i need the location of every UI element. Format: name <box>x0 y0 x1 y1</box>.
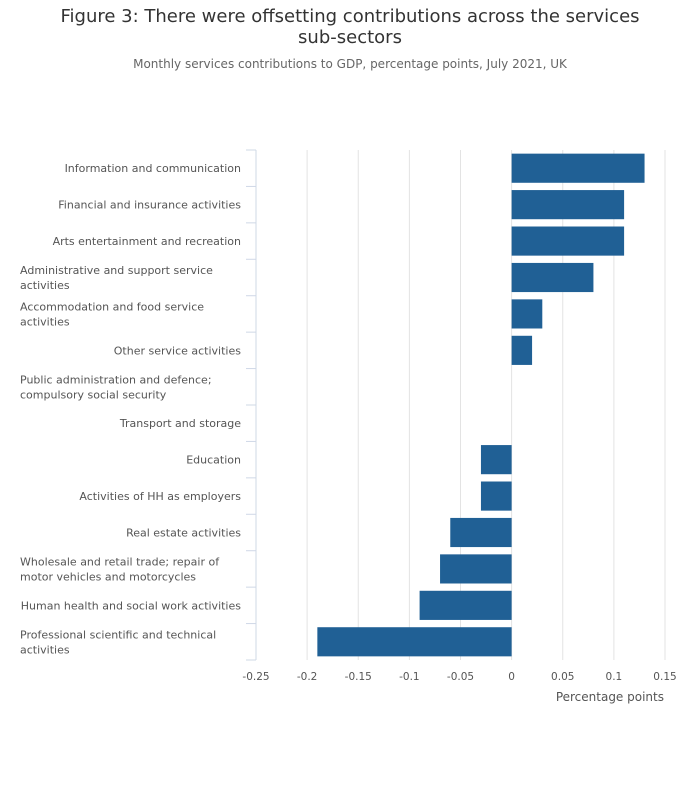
bar <box>419 590 512 620</box>
category-label: Public administration and defence; compul… <box>20 373 212 401</box>
bar <box>480 445 512 475</box>
bars <box>317 153 645 657</box>
x-tick-label: -0.15 <box>345 671 372 683</box>
x-tick-label: 0.1 <box>606 671 623 683</box>
chart-subtitle: Monthly services contributions to GDP, p… <box>133 57 567 71</box>
category-label: Human health and social work activities <box>21 599 242 612</box>
category-label: Wholesale and retail trade; repair of mot… <box>20 555 220 583</box>
x-tick-labels: -0.25 -0.2 -0.15 -0.1 -0.05 0 0.05 0.1 0.15 <box>242 671 676 683</box>
x-tick-label: -0.05 <box>447 671 474 683</box>
x-tick-label: 0.15 <box>653 671 676 683</box>
category-label: Education <box>186 454 241 467</box>
category-label: Arts entertainment and recreation <box>53 235 241 248</box>
bar <box>511 190 625 220</box>
bar <box>440 554 512 584</box>
bar <box>450 517 512 548</box>
chart-title: Figure 3: There were offsetting contribu… <box>60 6 640 48</box>
bar <box>511 299 543 329</box>
category-label: Real estate activities <box>126 527 241 540</box>
category-label: Professional scientific and technical act… <box>20 628 216 656</box>
bar <box>511 153 645 183</box>
bar <box>317 627 512 657</box>
bar <box>511 226 625 256</box>
category-label: Transport and storage <box>119 417 241 430</box>
x-tick-label: -0.25 <box>242 671 269 683</box>
category-label: Other service activities <box>114 344 241 357</box>
category-label: Financial and insurance activities <box>58 199 241 212</box>
x-tick-label: 0 <box>508 671 515 683</box>
bar <box>511 335 533 365</box>
category-labels: Information and communication Financial a… <box>20 162 241 656</box>
category-label: Information and communication <box>65 162 241 175</box>
x-tick-label: -0.2 <box>297 671 318 683</box>
x-tick-label: -0.1 <box>399 671 420 683</box>
bar <box>511 262 594 293</box>
category-label: Activities of HH as employers <box>79 490 241 503</box>
category-axis <box>246 149 257 661</box>
category-label: Accommodation and food service activities <box>20 300 204 328</box>
x-tick-label: 0.05 <box>551 671 574 683</box>
x-axis-title: Percentage points <box>556 690 664 704</box>
category-label: Administrative and support service activi… <box>20 264 213 292</box>
bar <box>480 481 512 511</box>
